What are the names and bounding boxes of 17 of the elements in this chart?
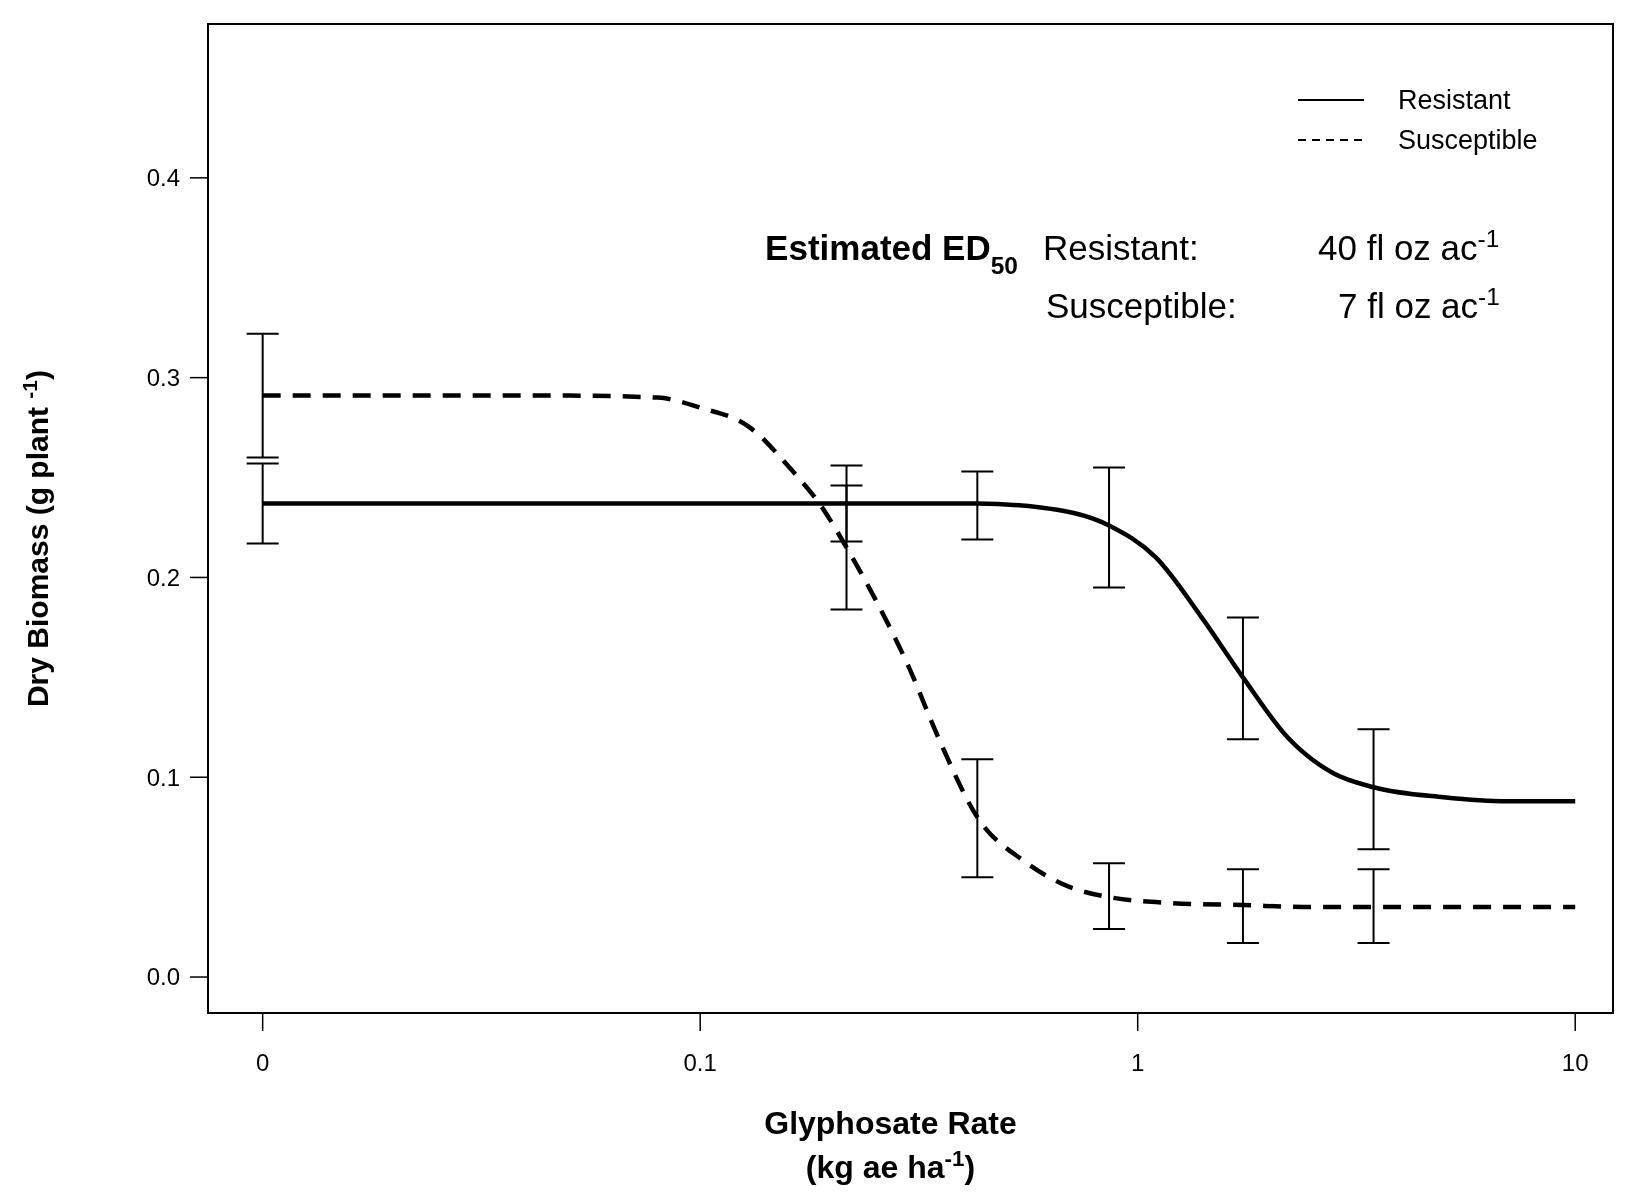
y-tick-label: 0.0: [146, 963, 180, 991]
annotation: Susceptible:: [1046, 286, 1237, 325]
x-tick-label: 0: [255, 1049, 270, 1076]
legend-label: Susceptible: [1398, 125, 1538, 156]
annotation: 40 fl oz ac$^{-1}$: [1318, 224, 1500, 267]
y-tick-label: 0.3: [146, 364, 180, 392]
annotation: Resistant:: [1043, 228, 1199, 267]
x-tick-label: 10: [1561, 1049, 1589, 1076]
y-tick-label: 0.4: [146, 164, 180, 192]
annotation: 7 fl oz ac$^{-1}$: [1338, 282, 1500, 325]
x-tick-label: 0.1: [683, 1049, 717, 1076]
x-axis-title: Glyphosate Rate (kg ae ha$^{-1}$): [764, 1105, 1017, 1185]
x-tick-label: 1: [1131, 1049, 1145, 1076]
legend-label: Resistant: [1398, 85, 1512, 116]
y-tick-label: 0.1: [146, 763, 180, 791]
annotation: Estimated ED$_{50}$: [765, 228, 1018, 279]
y-tick-label: 0.2: [146, 563, 180, 591]
